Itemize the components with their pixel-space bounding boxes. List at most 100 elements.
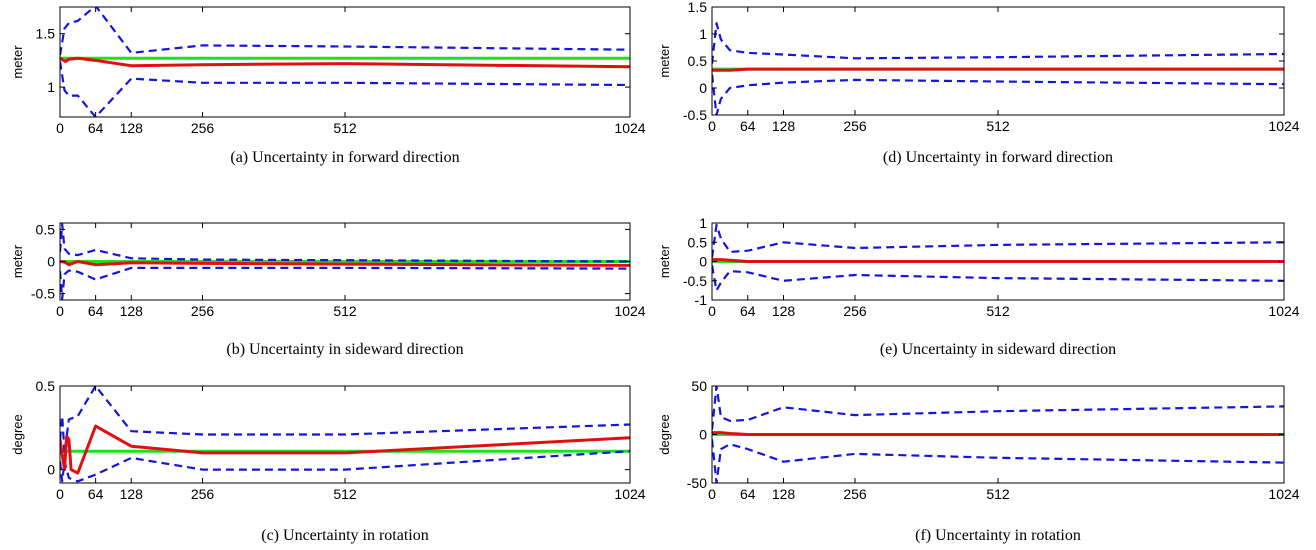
series-line-lower-bound (712, 74, 1284, 115)
x-tick-label: 128 (120, 486, 144, 502)
y-axis-label: meter (10, 45, 25, 79)
panel-caption: (f) Uncertainty in rotation (915, 527, 1081, 544)
y-tick-label: 0 (699, 427, 707, 443)
y-tick-label: 0 (47, 462, 55, 478)
y-tick-label: -0.5 (683, 107, 707, 123)
panel-caption: (a) Uncertainty in forward direction (230, 149, 459, 166)
series-group (60, 7, 630, 117)
y-tick-label: 0.5 (36, 221, 56, 237)
series-line-upper-bound (712, 223, 1284, 258)
x-tick-label: 0 (56, 303, 64, 319)
series-group (60, 223, 630, 300)
y-tick-label: -0.5 (31, 286, 55, 302)
series-group (712, 22, 1284, 115)
y-tick-label: 1 (47, 79, 55, 95)
x-tick-label: 64 (88, 486, 104, 502)
x-tick-label: 256 (843, 303, 867, 319)
x-tick-label: 1024 (1268, 118, 1299, 134)
y-tick-label: 1 (699, 26, 707, 42)
x-tick-label: 64 (740, 486, 756, 502)
y-tick-label: 50 (691, 378, 707, 394)
series-line-estimate (712, 67, 1284, 72)
y-tick-label: 0 (47, 254, 55, 270)
x-tick-label: 256 (191, 486, 215, 502)
series-line-estimate (712, 431, 1284, 436)
x-tick-label: 0 (708, 303, 716, 319)
x-tick-label: 0 (56, 486, 64, 502)
x-tick-label: 64 (740, 118, 756, 134)
y-tick-label: 1.5 (688, 0, 708, 15)
x-tick-label: 256 (191, 120, 215, 136)
x-tick-label: 256 (843, 118, 867, 134)
series-line-upper-bound (60, 7, 630, 56)
y-tick-label: 1.5 (36, 26, 56, 42)
panel-a: 0 64 128 256 512 1024 1 1.5 meter (a) Uncertainty… (10, 6, 646, 166)
panel-caption: (b) Uncertainty in sideward direction (226, 341, 463, 358)
series-line-lower-bound (60, 61, 630, 117)
panel-c: 0 64 128 256 512 1024 0 0.5 degree (c) Uncertaint… (10, 378, 646, 544)
plot-frame (711, 6, 1285, 116)
series-line-upper-bound (712, 386, 1284, 430)
x-tick-label: 128 (120, 303, 144, 319)
series-line-estimate (60, 56, 630, 69)
x-tick-label: 64 (88, 303, 104, 319)
x-tick-label: 512 (986, 486, 1010, 502)
x-tick-label: 1024 (1268, 486, 1299, 502)
x-tick-label: 1024 (614, 303, 645, 319)
series-line-estimate (60, 424, 630, 475)
series-group (712, 223, 1284, 292)
series-line-upper-bound (60, 223, 630, 263)
x-tick-label: 512 (986, 303, 1010, 319)
x-tick-label: 128 (772, 118, 796, 134)
y-axis-label: meter (10, 244, 25, 278)
x-tick-label: 512 (333, 303, 357, 319)
series-line-lower-bound (60, 266, 630, 300)
y-tick-label: 0.5 (688, 53, 708, 69)
y-axis-label: meter (657, 44, 672, 78)
series-group (712, 386, 1284, 483)
series-group (60, 386, 630, 483)
panel-caption: (d) Uncertainty in forward direction (883, 149, 1113, 166)
x-tick-label: 512 (333, 120, 357, 136)
y-tick-label: -0.5 (683, 273, 707, 289)
x-tick-label: 0 (708, 118, 716, 134)
y-axis-label: degree (657, 414, 672, 454)
x-tick-label: 1024 (1268, 303, 1299, 319)
x-tick-label: 256 (843, 486, 867, 502)
y-tick-label: 0.5 (36, 378, 56, 394)
y-tick-label: -50 (687, 475, 707, 491)
x-tick-label: 256 (191, 303, 215, 319)
y-tick-label: 1 (699, 215, 707, 231)
x-tick-label: 512 (986, 118, 1010, 134)
x-tick-label: 64 (740, 303, 756, 319)
y-axis-label: degree (10, 414, 25, 454)
x-tick-label: 128 (120, 120, 144, 136)
series-line-lower-bound (712, 265, 1284, 292)
plot-frame (59, 6, 631, 118)
x-tick-label: 1024 (614, 120, 645, 136)
y-tick-label: 0 (699, 80, 707, 96)
y-axis-label: meter (657, 244, 672, 278)
series-line-lower-bound (60, 450, 630, 483)
x-tick-label: 0 (56, 120, 64, 136)
x-tick-label: 128 (772, 486, 796, 502)
x-tick-label: 1024 (614, 486, 645, 502)
x-tick-label: 64 (88, 120, 104, 136)
panel-caption: (e) Uncertainty in sideward direction (880, 341, 1116, 358)
series-line-estimate (712, 258, 1284, 263)
series-line-lower-bound (712, 439, 1284, 483)
y-tick-label: 0.5 (688, 234, 708, 250)
y-tick-label: 0 (699, 254, 707, 270)
y-tick-label: -1 (695, 292, 708, 308)
panel-caption: (c) Uncertainty in rotation (261, 527, 429, 544)
series-line-upper-bound (712, 22, 1284, 64)
series-line-estimate (60, 260, 630, 267)
series-line-upper-bound (60, 386, 630, 454)
x-tick-label: 0 (708, 486, 716, 502)
x-tick-label: 128 (772, 303, 796, 319)
